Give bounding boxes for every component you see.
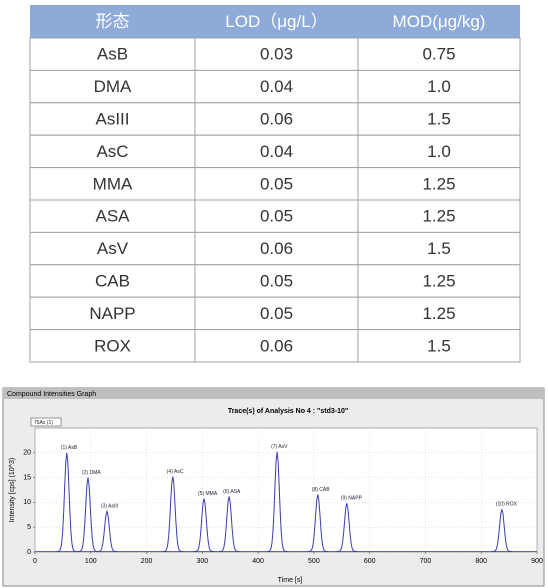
table-cell: AsV [97, 239, 129, 258]
table-cell: 1.0 [427, 142, 451, 161]
table-row [29, 37, 521, 71]
window-title-bar [3, 388, 544, 399]
peak [56, 452, 78, 552]
peak [193, 498, 215, 552]
table-cell: ASA [95, 207, 130, 226]
y-tick-label: 0 [27, 549, 31, 556]
table-cell: MMA [93, 174, 133, 193]
peak-label: (3) AsIII [101, 504, 118, 510]
table-cell: 0.05 [260, 207, 293, 226]
plot-area [34, 427, 538, 553]
chart-title: Trace(s) of Analysis No 4 : "std3-10" [228, 408, 348, 415]
table-cell: 1.25 [422, 207, 455, 226]
peak-label: (8) CAB [312, 487, 330, 493]
x-tick-label: 700 [420, 558, 432, 565]
x-tick-label: 400 [252, 558, 264, 565]
table-row [29, 102, 521, 136]
x-tick-label: 100 [85, 558, 97, 565]
header-cell: 形态 [96, 12, 130, 31]
peak [218, 496, 240, 552]
table-cell: 0.06 [260, 336, 293, 355]
x-tick-label: 300 [196, 558, 208, 565]
x-tick-label: 500 [308, 558, 320, 565]
peak [162, 476, 184, 552]
table-cell: CAB [95, 271, 130, 290]
y-tick-label: 5 [27, 524, 31, 531]
peak-label: (10) ROX [496, 502, 518, 508]
table-row [29, 134, 521, 169]
peak [96, 509, 118, 552]
table-cell: 0.05 [260, 304, 293, 323]
x-axis-label: Time [s] [278, 577, 303, 584]
y-tick-label: 20 [23, 450, 31, 457]
peak-label: (7) AsV [271, 444, 288, 450]
y-tick-label: 10 [23, 499, 31, 506]
table-cell: 1.0 [427, 77, 451, 96]
table-cell: 1.25 [422, 271, 455, 290]
x-tick-label: 600 [364, 558, 376, 565]
table-cell: 0.75 [422, 45, 455, 64]
table-cell: 1.5 [427, 336, 451, 355]
peak [307, 494, 329, 552]
table-row [29, 296, 521, 331]
table-cell: 0.06 [260, 109, 293, 128]
peak-label: (5) MMA [198, 491, 218, 497]
table-cell: 0.05 [260, 174, 293, 193]
table-row [29, 329, 521, 363]
peak [266, 451, 288, 552]
legend-box [30, 417, 62, 427]
table-cell: NAPP [89, 304, 135, 323]
table-cell: DMA [94, 77, 132, 96]
table-cell: 0.06 [260, 239, 293, 258]
table-header [30, 5, 520, 38]
table-cell: AsC [96, 142, 128, 161]
y-tick-label: 15 [23, 474, 31, 481]
x-tick-label: 200 [141, 558, 153, 565]
table-row [29, 264, 521, 298]
peak [77, 477, 99, 552]
table-row [29, 231, 521, 266]
peak-label: (9) NAPP [341, 496, 363, 502]
table-cell: 0.04 [260, 77, 293, 96]
table-cell: 1.5 [427, 109, 451, 128]
peak-label: (6) ASA [223, 489, 241, 495]
peak [336, 503, 358, 552]
peak [491, 509, 513, 552]
peak-label: (2) DMA [82, 470, 101, 476]
peak-label: (1) AsB [61, 445, 78, 451]
y-axis-label: Intensity [cps] (10^3) [9, 458, 16, 522]
window-title: Compound Intensities Graph [7, 391, 96, 398]
x-tick-label: 0 [33, 558, 37, 565]
header-cell: MOD(μg/kg) [393, 12, 486, 31]
table-cell: 0.03 [260, 45, 293, 64]
table-cell: 1.25 [422, 304, 455, 323]
table-cell: 1.5 [427, 239, 451, 258]
table-cell: 0.05 [260, 271, 293, 290]
table-cell: AsB [97, 45, 128, 64]
table-row [29, 69, 521, 104]
peak-label: (4) AsC [167, 469, 184, 475]
table-cell: AsIII [95, 109, 129, 128]
table-cell: 1.25 [422, 174, 455, 193]
x-tick-label: 800 [475, 558, 487, 565]
x-tick-label: 900 [531, 558, 543, 565]
header-cell: LOD（μg/L） [225, 12, 327, 31]
table-cell: 0.04 [260, 142, 293, 161]
legend-label: 75As (1) [34, 420, 53, 426]
table-cell: ROX [94, 336, 131, 355]
